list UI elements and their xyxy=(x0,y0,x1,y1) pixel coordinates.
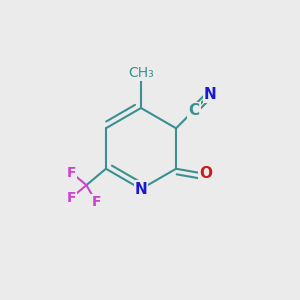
Text: F: F xyxy=(67,191,76,205)
Text: F: F xyxy=(67,166,76,180)
Text: N: N xyxy=(135,182,147,196)
Text: CH₃: CH₃ xyxy=(128,66,154,80)
Text: O: O xyxy=(199,167,212,182)
Text: N: N xyxy=(204,87,216,102)
Text: C: C xyxy=(188,103,200,118)
Text: F: F xyxy=(92,195,101,209)
